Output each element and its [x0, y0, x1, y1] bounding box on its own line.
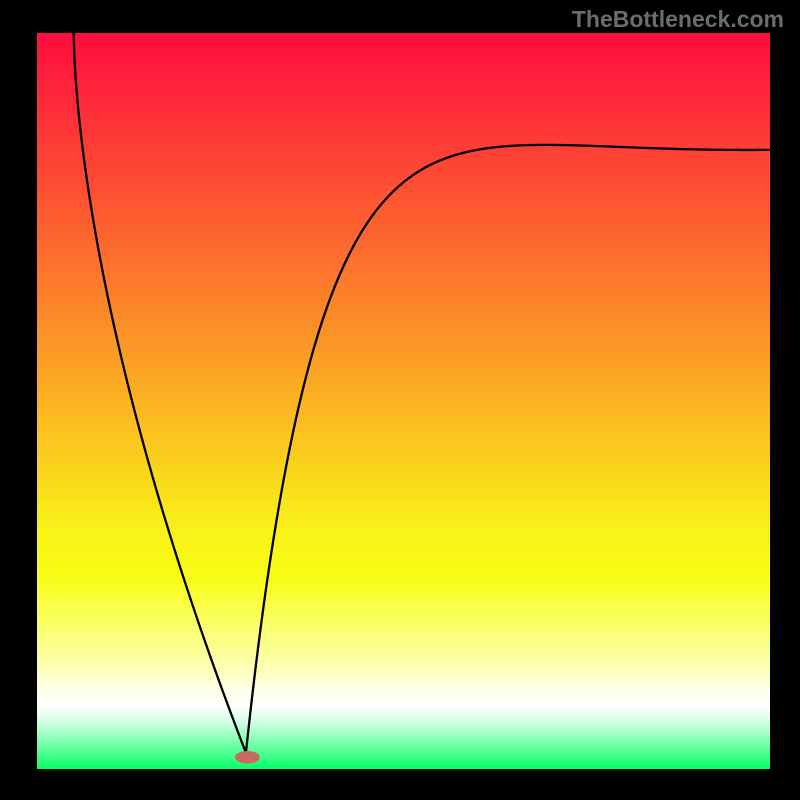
minimum-marker — [235, 751, 260, 764]
chart-stage: TheBottleneck.com — [0, 0, 800, 800]
watermark-label: TheBottleneck.com — [572, 6, 784, 33]
chart-svg — [0, 0, 800, 800]
plot-gradient — [37, 33, 770, 769]
